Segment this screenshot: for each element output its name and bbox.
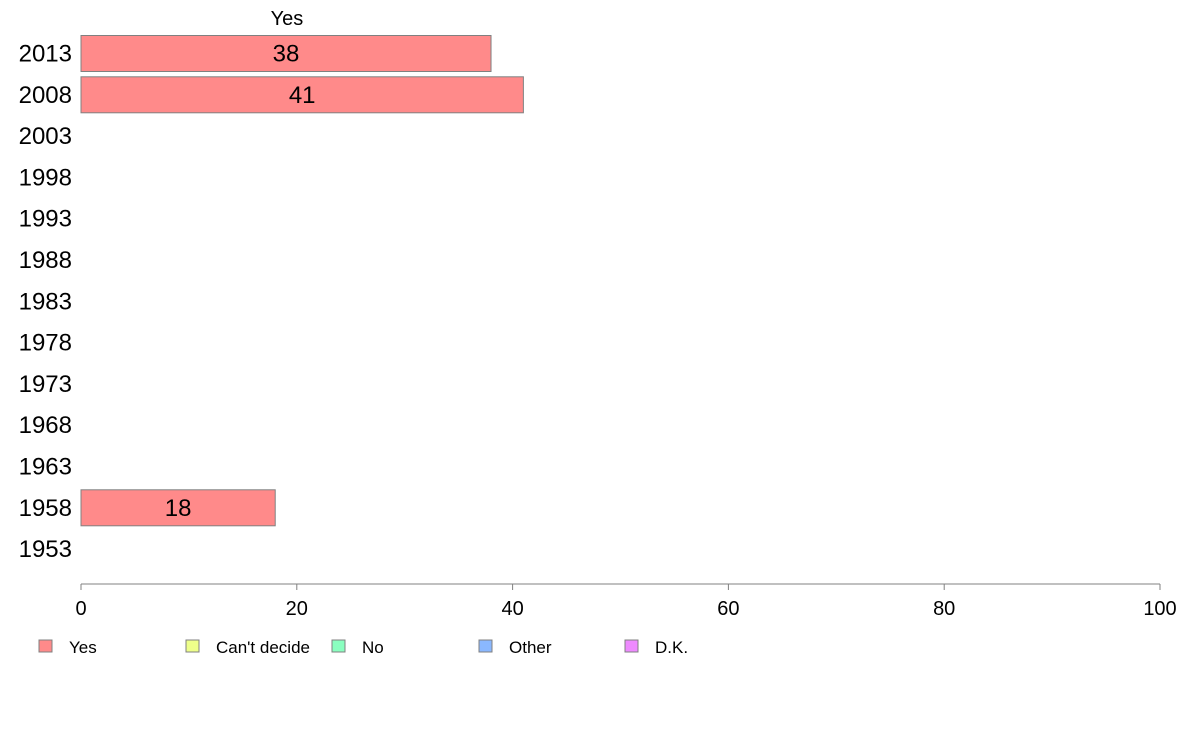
legend-swatch bbox=[478, 639, 493, 653]
legend-label: Can't decide bbox=[216, 638, 310, 657]
legend-swatch bbox=[331, 639, 346, 653]
category-label: 1958 bbox=[19, 495, 72, 522]
category-label: 1968 bbox=[19, 412, 72, 439]
legend-label: No bbox=[362, 638, 384, 657]
category-label: 2008 bbox=[19, 82, 72, 109]
legend-swatch bbox=[185, 639, 200, 653]
legend: Yes Can't decide No Other D.K. bbox=[38, 638, 688, 657]
legend-label: Other bbox=[509, 638, 552, 657]
category-label: 2003 bbox=[19, 123, 72, 150]
data-labels: 38 41 18 bbox=[165, 41, 316, 522]
category-label: 2013 bbox=[19, 41, 72, 68]
category-label: 1953 bbox=[19, 536, 72, 563]
category-labels: 2013 2008 2003 1998 1993 1988 1983 1978 1973 1968… bbox=[19, 41, 72, 564]
data-label: 18 bbox=[165, 495, 192, 522]
x-tick-label: 40 bbox=[501, 598, 523, 620]
bar bbox=[80, 489, 276, 527]
legend-label: D.K. bbox=[655, 638, 688, 657]
x-axis: 0 20 40 60 80 100 bbox=[75, 583, 1177, 620]
category-label: 1983 bbox=[19, 288, 72, 315]
x-tick-label: 80 bbox=[933, 598, 955, 620]
x-tick-label: 0 bbox=[75, 598, 86, 620]
category-label: 1993 bbox=[19, 206, 72, 233]
bar bbox=[80, 76, 524, 114]
series-header-label: Yes bbox=[271, 8, 304, 30]
legend-label: Yes bbox=[69, 638, 97, 657]
x-tick-label: 20 bbox=[286, 598, 308, 620]
category-label: 1998 bbox=[19, 164, 72, 191]
legend-swatch bbox=[624, 639, 639, 653]
category-label: 1973 bbox=[19, 371, 72, 398]
category-label: 1978 bbox=[19, 330, 72, 357]
legend-swatch bbox=[38, 639, 53, 653]
bar bbox=[80, 35, 492, 72]
x-tick-label: 60 bbox=[717, 598, 739, 620]
data-label: 41 bbox=[289, 82, 316, 109]
x-tick-label: 100 bbox=[1143, 598, 1176, 620]
bars bbox=[80, 35, 524, 527]
category-label: 1963 bbox=[19, 454, 72, 481]
data-label: 38 bbox=[273, 41, 300, 68]
category-label: 1988 bbox=[19, 247, 72, 274]
